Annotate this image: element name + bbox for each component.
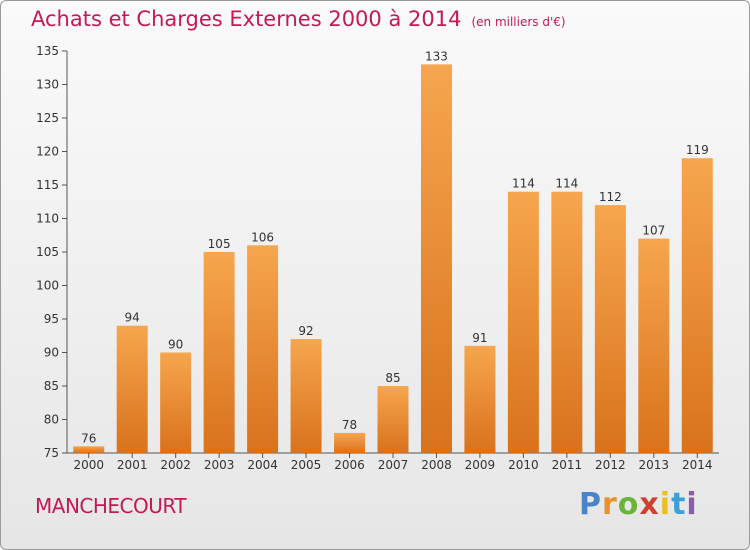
x-tick-label: 2007 (378, 458, 409, 472)
y-tick-label: 90 (44, 346, 59, 360)
x-tick-label: 2014 (682, 458, 713, 472)
bar (247, 245, 279, 453)
bar-value-label: 92 (298, 324, 313, 338)
bar (551, 191, 583, 453)
chart-data-labels: 76 94 90 105 106 92 78 85 133 91 114 114 112 107 119 (81, 49, 709, 445)
bar (594, 205, 626, 453)
bar (507, 191, 539, 453)
y-tick-label: 95 (44, 312, 59, 326)
logo-letter: i (686, 487, 698, 522)
logo-letter: t (671, 487, 687, 522)
y-tick-label: 105 (36, 245, 59, 259)
bar (681, 158, 713, 453)
y-tick-label: 110 (36, 212, 59, 226)
x-tick-label: 2001 (117, 458, 148, 472)
x-tick-label: 2000 (73, 458, 104, 472)
bar (203, 252, 235, 453)
y-tick-label: 120 (36, 145, 59, 159)
logo-letter: P (579, 487, 602, 522)
bar-value-label: 90 (168, 338, 183, 352)
bar (420, 64, 452, 454)
x-tick-label: 2012 (595, 458, 626, 472)
bar (638, 238, 670, 453)
y-tick-label: 135 (36, 44, 59, 58)
bar-value-label: 85 (385, 371, 400, 385)
bar-value-label: 76 (81, 431, 96, 445)
chart-title: Achats et Charges Externes 2000 à 2014 (e… (31, 7, 566, 31)
x-tick-label: 2002 (160, 458, 191, 472)
bar (464, 345, 496, 453)
bar-value-label: 114 (555, 177, 578, 191)
chart-axes: 75 80 85 90 95 100 105 110 115 120 125 130 135 2000 20… (36, 44, 719, 472)
bar-value-label: 78 (342, 418, 357, 432)
bar-value-label: 105 (208, 237, 231, 251)
y-tick-label: 100 (36, 279, 59, 293)
bar (160, 352, 192, 453)
bar-value-label: 114 (512, 177, 535, 191)
bar-value-label: 106 (251, 230, 274, 244)
logo-letter: x (639, 487, 660, 522)
bar (334, 432, 366, 453)
logo-letter: r (602, 487, 618, 522)
bar (73, 446, 105, 453)
commune-name: MANCHECOURT (35, 494, 187, 518)
bar-value-label: 112 (599, 190, 622, 204)
y-tick-label: 80 (44, 413, 59, 427)
x-tick-label: 2013 (639, 458, 670, 472)
chart-subtitle: (en milliers d'€) (471, 15, 566, 29)
y-tick-label: 85 (44, 379, 59, 393)
bar-value-label: 107 (642, 224, 665, 238)
x-tick-label: 2006 (334, 458, 365, 472)
bar-value-label: 133 (425, 49, 448, 63)
x-tick-label: 2008 (421, 458, 452, 472)
proxiti-logo: Proxiti (579, 487, 698, 522)
x-tick-label: 2005 (291, 458, 322, 472)
bar (377, 386, 409, 453)
logo-letter: o (617, 487, 640, 522)
x-tick-label: 2010 (508, 458, 539, 472)
y-tick-label: 125 (36, 111, 59, 125)
bar (116, 325, 148, 453)
x-tick-label: 2003 (204, 458, 235, 472)
bar-value-label: 94 (125, 311, 140, 325)
logo-letter: i (659, 487, 672, 522)
y-tick-label: 130 (36, 78, 59, 92)
y-tick-label: 115 (36, 178, 59, 192)
bar (290, 339, 322, 453)
x-tick-label: 2004 (247, 458, 278, 472)
bar-value-label: 91 (472, 331, 487, 345)
x-tick-label: 2009 (465, 458, 496, 472)
x-tick-label: 2011 (552, 458, 583, 472)
chart-bars (73, 64, 713, 454)
y-tick-label: 75 (44, 446, 59, 460)
bar-value-label: 119 (686, 143, 709, 157)
